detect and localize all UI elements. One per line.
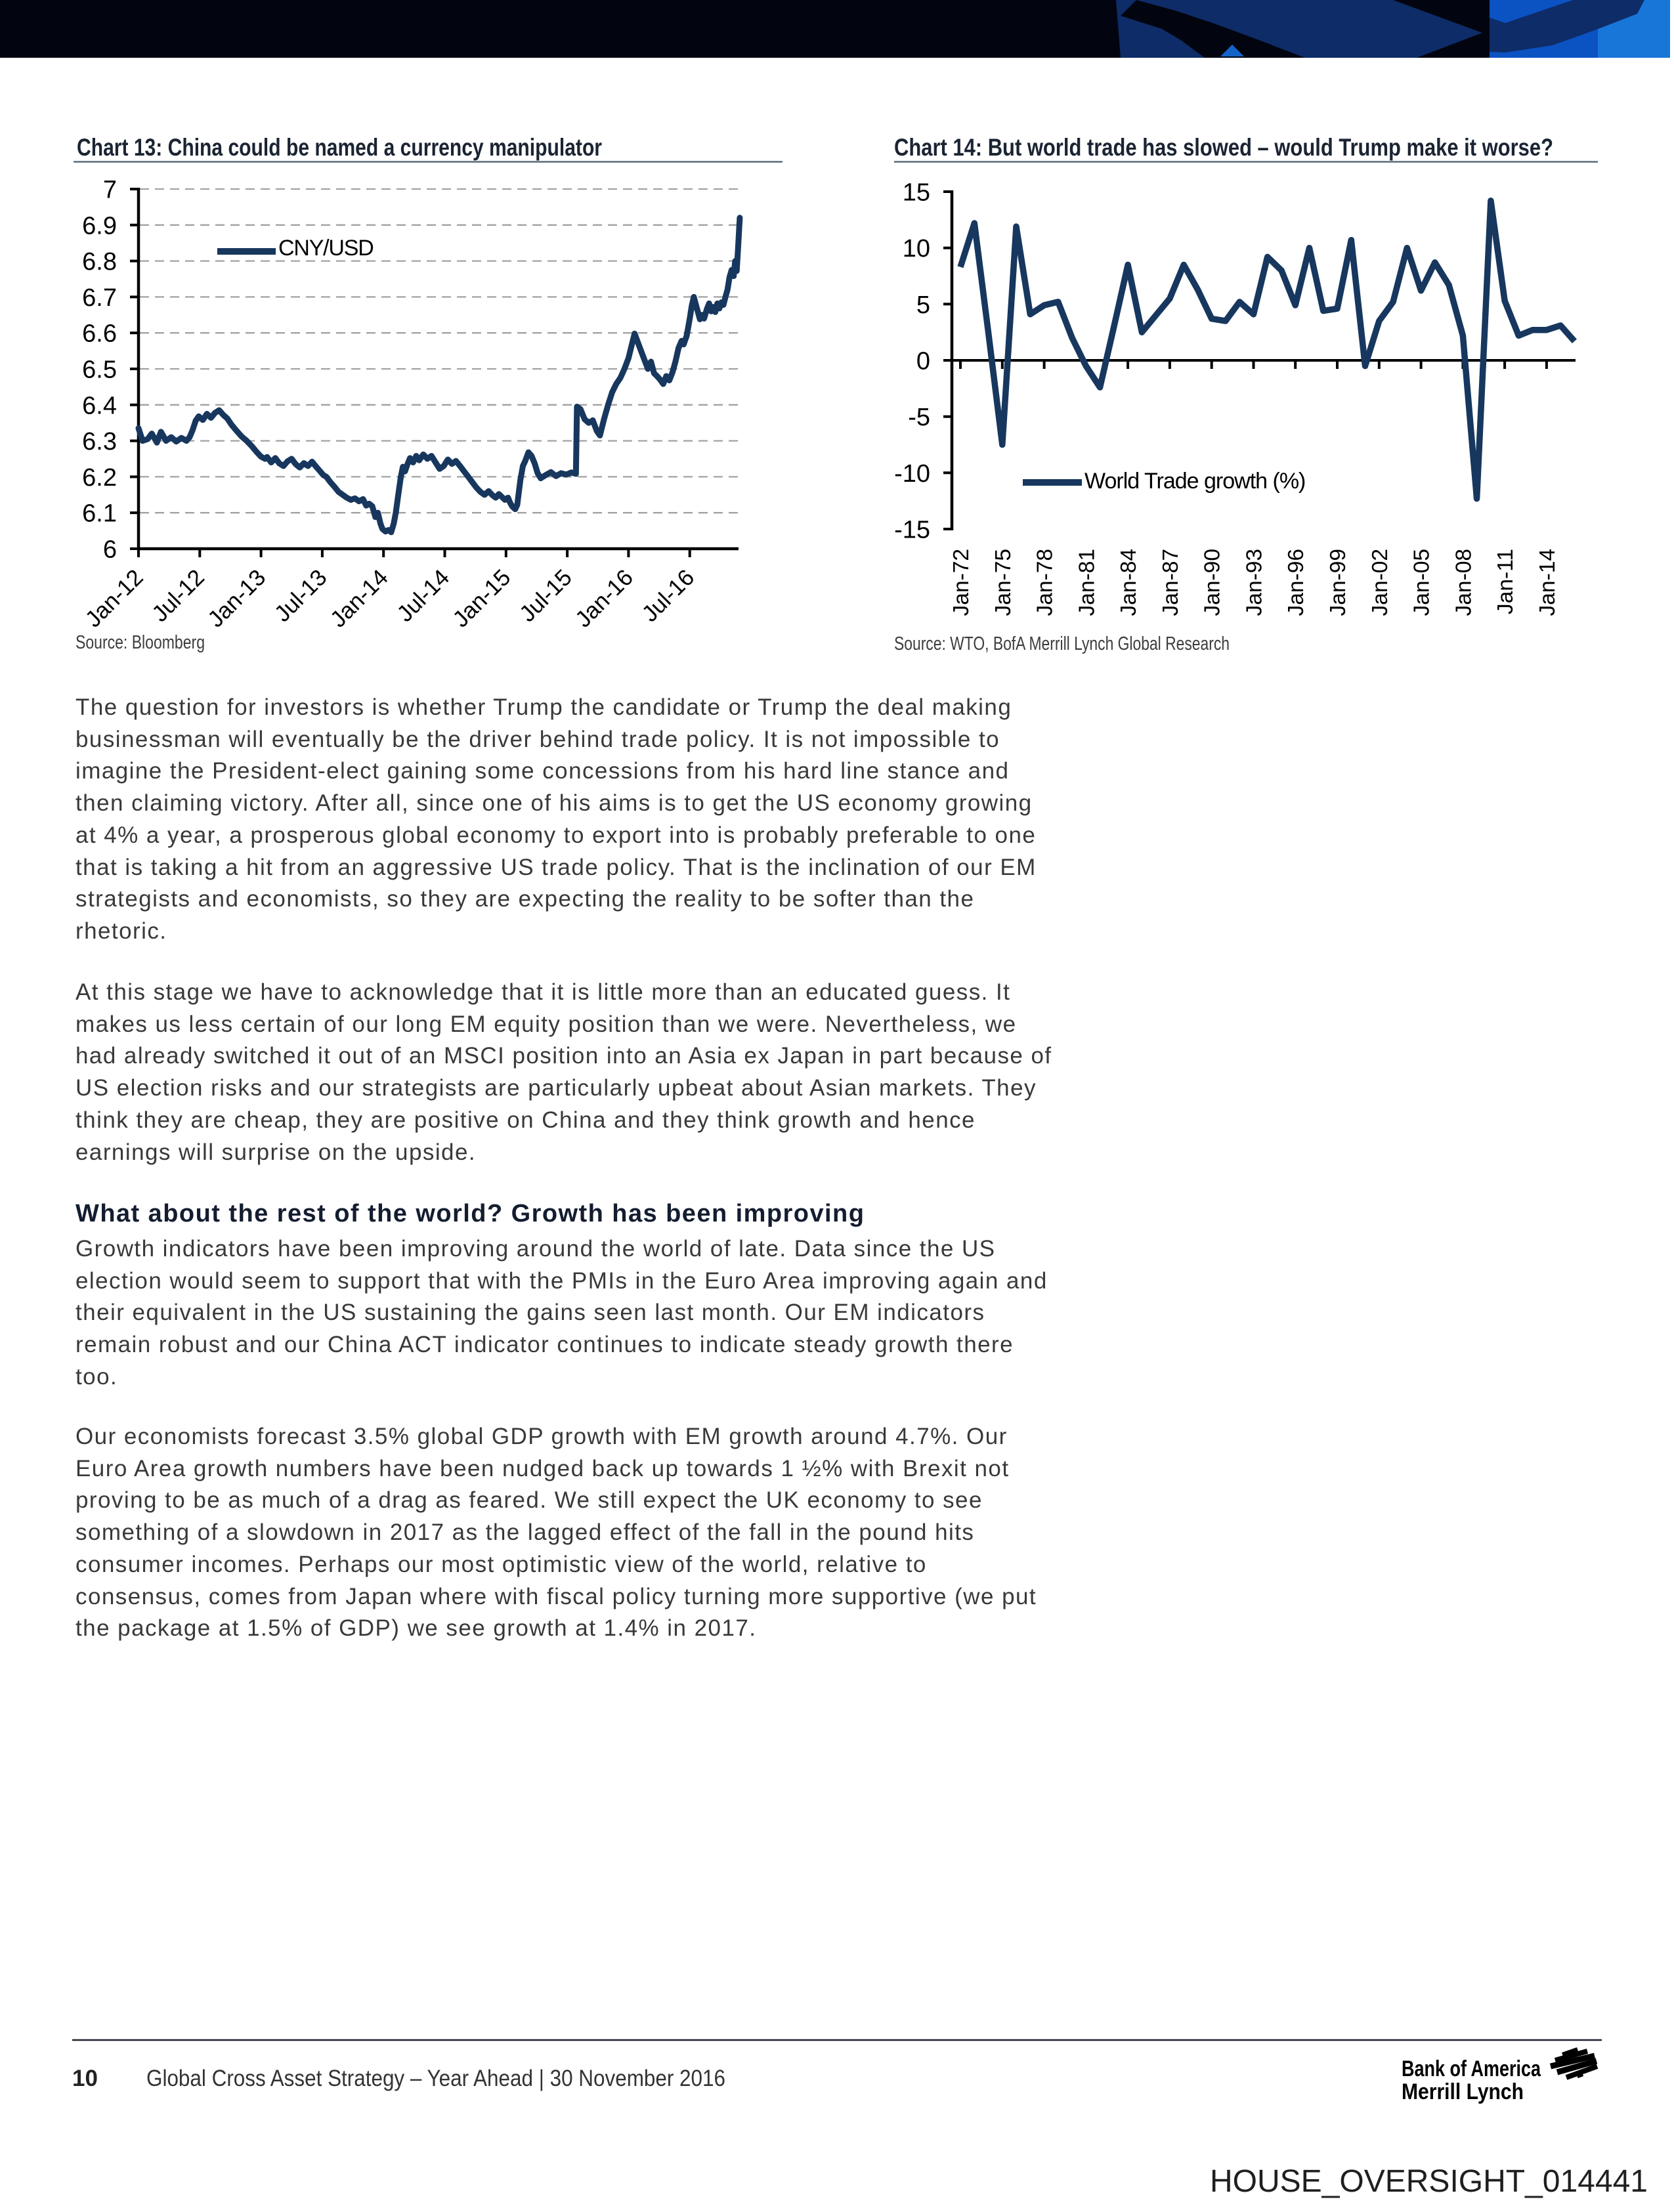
svg-text:6.9: 6.9 — [82, 212, 117, 240]
svg-text:Jan-90: Jan-90 — [1201, 549, 1225, 616]
svg-text:6.5: 6.5 — [82, 356, 117, 384]
svg-text:Jul-15: Jul-15 — [515, 564, 577, 627]
svg-text:Jan-87: Jan-87 — [1159, 549, 1183, 616]
svg-text:6.3: 6.3 — [82, 428, 117, 456]
svg-text:6.2: 6.2 — [82, 464, 117, 492]
svg-text:15: 15 — [903, 179, 930, 207]
svg-text:Jul-14: Jul-14 — [392, 564, 454, 627]
svg-text:Jan-08: Jan-08 — [1451, 549, 1476, 616]
svg-text:Jan-15: Jan-15 — [448, 564, 515, 632]
svg-text:10: 10 — [903, 235, 930, 263]
svg-text:6.8: 6.8 — [82, 248, 117, 276]
svg-text:-10: -10 — [894, 460, 930, 488]
svg-text:10: 10 — [72, 2066, 98, 2091]
svg-text:Jan-12: Jan-12 — [80, 564, 148, 632]
svg-text:Jan-81: Jan-81 — [1075, 549, 1099, 616]
svg-text:Chart 14: But world trade has: Chart 14: But world trade has slowed – w… — [894, 134, 1553, 161]
svg-text:6.6: 6.6 — [82, 320, 117, 348]
svg-text:Jan-75: Jan-75 — [991, 549, 1016, 616]
svg-text:Global Cross Asset Strategy –: Global Cross Asset Strategy – Year Ahead… — [146, 2066, 725, 2091]
svg-text:Jan-16: Jan-16 — [570, 564, 638, 632]
svg-text:Jan-78: Jan-78 — [1033, 549, 1058, 616]
svg-text:6.4: 6.4 — [82, 392, 117, 419]
svg-text:Merrill Lynch: Merrill Lynch — [1402, 2079, 1524, 2104]
svg-text:Bank of America: Bank of America — [1402, 2056, 1541, 2081]
svg-text:7: 7 — [103, 177, 117, 204]
svg-text:Jan-72: Jan-72 — [949, 549, 974, 616]
svg-text:Source: Bloomberg: Source: Bloomberg — [75, 632, 205, 653]
svg-text:Jul-12: Jul-12 — [147, 564, 209, 627]
svg-text:CNY/USD: CNY/USD — [278, 236, 374, 261]
svg-text:Jul-16: Jul-16 — [637, 564, 699, 627]
svg-text:-15: -15 — [894, 517, 930, 544]
svg-text:6: 6 — [103, 536, 117, 564]
svg-text:Jan-11: Jan-11 — [1493, 549, 1518, 614]
svg-text:Chart 13: China could be named: Chart 13: China could be named a currenc… — [77, 134, 602, 161]
svg-text:6.7: 6.7 — [82, 284, 117, 312]
svg-text:Jan-05: Jan-05 — [1410, 549, 1434, 616]
svg-text:Jul-13: Jul-13 — [270, 564, 332, 627]
svg-text:-5: -5 — [908, 404, 930, 431]
svg-text:Jan-14: Jan-14 — [1535, 549, 1560, 616]
svg-text:Jan-13: Jan-13 — [203, 564, 270, 632]
svg-text:0: 0 — [916, 348, 930, 375]
svg-text:Jan-84: Jan-84 — [1117, 549, 1141, 616]
svg-text:6.1: 6.1 — [82, 500, 117, 528]
svg-text:Jan-93: Jan-93 — [1243, 549, 1267, 616]
svg-text:Source: WTO, BofA Merrill Lync: Source: WTO, BofA Merrill Lynch Global R… — [894, 633, 1230, 654]
svg-text:Jan-99: Jan-99 — [1326, 549, 1350, 616]
svg-text:Jan-96: Jan-96 — [1284, 549, 1308, 616]
svg-text:Jan-02: Jan-02 — [1368, 549, 1392, 616]
svg-text:World Trade growth (%): World Trade growth (%) — [1084, 469, 1305, 494]
svg-text:5: 5 — [916, 291, 930, 319]
svg-text:Jan-14: Jan-14 — [326, 564, 393, 632]
